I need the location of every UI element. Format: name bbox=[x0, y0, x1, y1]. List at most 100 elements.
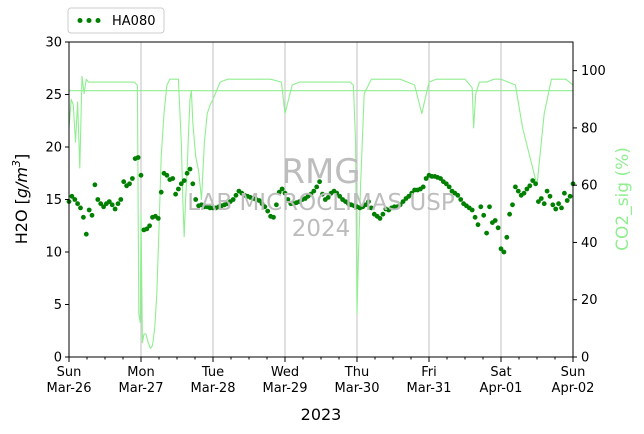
y-tick-label: 0 bbox=[54, 351, 62, 366]
y-axis-title-unit-g: g bbox=[12, 188, 31, 198]
y2-tick-label: 80 bbox=[581, 121, 598, 136]
h2o-point bbox=[369, 205, 374, 211]
h2o-point bbox=[406, 193, 412, 199]
x-axis-title: 2023 bbox=[301, 405, 342, 424]
y-tick-label: 25 bbox=[45, 88, 62, 103]
h2o-point bbox=[524, 186, 530, 192]
h2o-point bbox=[567, 193, 573, 199]
h2o-point bbox=[135, 155, 141, 160]
h2o-point bbox=[78, 205, 83, 211]
h2o-point bbox=[400, 199, 406, 205]
x-tick-label-day: Mon bbox=[127, 365, 154, 380]
h2o-point bbox=[184, 170, 190, 176]
x-tick-label-date: Mar-31 bbox=[407, 381, 452, 396]
x-tick-label-day: Sun bbox=[57, 365, 82, 380]
y2-tick-label: 0 bbox=[581, 351, 589, 366]
h2o-point bbox=[530, 178, 536, 184]
h2o-point bbox=[397, 202, 403, 208]
axes-layer: 051015202530020406080100SunMar-26MonMar-… bbox=[45, 36, 605, 397]
y-axis-title-unit-m: m bbox=[12, 167, 31, 183]
legend: HA080 bbox=[67, 7, 165, 34]
h2o-point bbox=[492, 218, 498, 223]
y-axis-title-unit-sep: / bbox=[12, 181, 31, 190]
h2o-point bbox=[285, 197, 291, 202]
y-axis-title-suffix: ] bbox=[12, 154, 31, 160]
h2o-point bbox=[559, 205, 564, 211]
h2o-point bbox=[271, 214, 276, 220]
h2o-point bbox=[118, 197, 124, 202]
h2o-point bbox=[308, 191, 314, 197]
h2o-point bbox=[115, 201, 121, 207]
x-tick-label-day: Wed bbox=[271, 365, 299, 380]
h2o-point bbox=[325, 195, 331, 200]
h2o-point bbox=[92, 182, 98, 188]
h2o-point bbox=[547, 193, 553, 199]
h2o-point bbox=[501, 249, 507, 255]
h2o-point bbox=[181, 178, 187, 184]
h2o-point bbox=[109, 202, 115, 208]
h2o-point bbox=[155, 216, 161, 221]
h2o-point bbox=[164, 172, 170, 178]
h2o-point bbox=[170, 176, 176, 181]
h2o-point bbox=[556, 201, 561, 207]
h2o-point bbox=[130, 176, 135, 181]
y-tick-label: 30 bbox=[45, 36, 62, 51]
watermark-line-1: RMG bbox=[281, 152, 360, 192]
h2o-point bbox=[527, 183, 533, 189]
h2o-point bbox=[337, 193, 343, 199]
h2o-point bbox=[533, 181, 538, 187]
h2o-point bbox=[147, 223, 153, 229]
y2-tick-label: 20 bbox=[581, 293, 598, 308]
h2o-point bbox=[230, 197, 236, 202]
x-tick-label-day: Sat bbox=[490, 365, 511, 380]
x-tick-label-day: Fri bbox=[421, 365, 437, 380]
h2o-point bbox=[72, 197, 78, 202]
h2o-point bbox=[256, 198, 262, 203]
h2o-point bbox=[420, 184, 426, 190]
y2-tick-label: 60 bbox=[581, 179, 598, 194]
h2o-point bbox=[409, 190, 415, 196]
y2-tick-label: 100 bbox=[581, 64, 606, 79]
h2o-point bbox=[446, 184, 452, 190]
h2o-point bbox=[498, 246, 504, 252]
h2o-point bbox=[478, 204, 484, 210]
y-tick-label: 5 bbox=[54, 298, 62, 313]
y-axis-title-unit-exp: 3 bbox=[10, 160, 23, 167]
h2o-point bbox=[550, 202, 556, 208]
co2-sig-line bbox=[68, 75, 574, 349]
x-tick-label-date: Mar-29 bbox=[263, 381, 308, 396]
h2o-point bbox=[144, 226, 150, 232]
y-axis-title: H2O [g/m3] bbox=[10, 154, 31, 245]
watermark: RMG LAB MICROCLIMAS USP 2024 bbox=[187, 152, 455, 242]
h2o-point bbox=[380, 211, 386, 217]
h2o-point bbox=[320, 191, 325, 197]
x-tick-label-date: Mar-27 bbox=[119, 381, 164, 396]
h2o-point bbox=[187, 166, 193, 172]
h2o-point bbox=[475, 222, 481, 228]
h2o-point bbox=[487, 204, 492, 210]
h2o-series-layer bbox=[66, 155, 576, 255]
h2o-point bbox=[101, 204, 106, 210]
y-tick-label: 20 bbox=[45, 141, 62, 156]
h2o-point bbox=[484, 230, 489, 236]
y2-tick-label: 40 bbox=[581, 236, 598, 251]
x-tick-label-day: Tue bbox=[201, 365, 224, 380]
h2o-point bbox=[95, 197, 101, 202]
h2o-point bbox=[538, 196, 544, 201]
h2o-point bbox=[562, 190, 567, 196]
x-tick-label-date: Mar-30 bbox=[335, 381, 380, 396]
y-tick-label: 10 bbox=[45, 246, 62, 261]
h2o-point bbox=[469, 207, 475, 213]
x-tick-label-day: Sun bbox=[561, 365, 586, 380]
grid-layer bbox=[140, 42, 502, 357]
h2o-point bbox=[190, 181, 196, 187]
h2o-point bbox=[513, 184, 518, 190]
h2o-point bbox=[282, 190, 288, 196]
h2o-point bbox=[504, 234, 510, 240]
h2o-point bbox=[276, 189, 282, 195]
legend-marker-dot-2 bbox=[86, 18, 92, 23]
h2o-point bbox=[86, 207, 92, 213]
h2o-point bbox=[75, 201, 80, 207]
y-tick-label: 15 bbox=[45, 193, 62, 208]
